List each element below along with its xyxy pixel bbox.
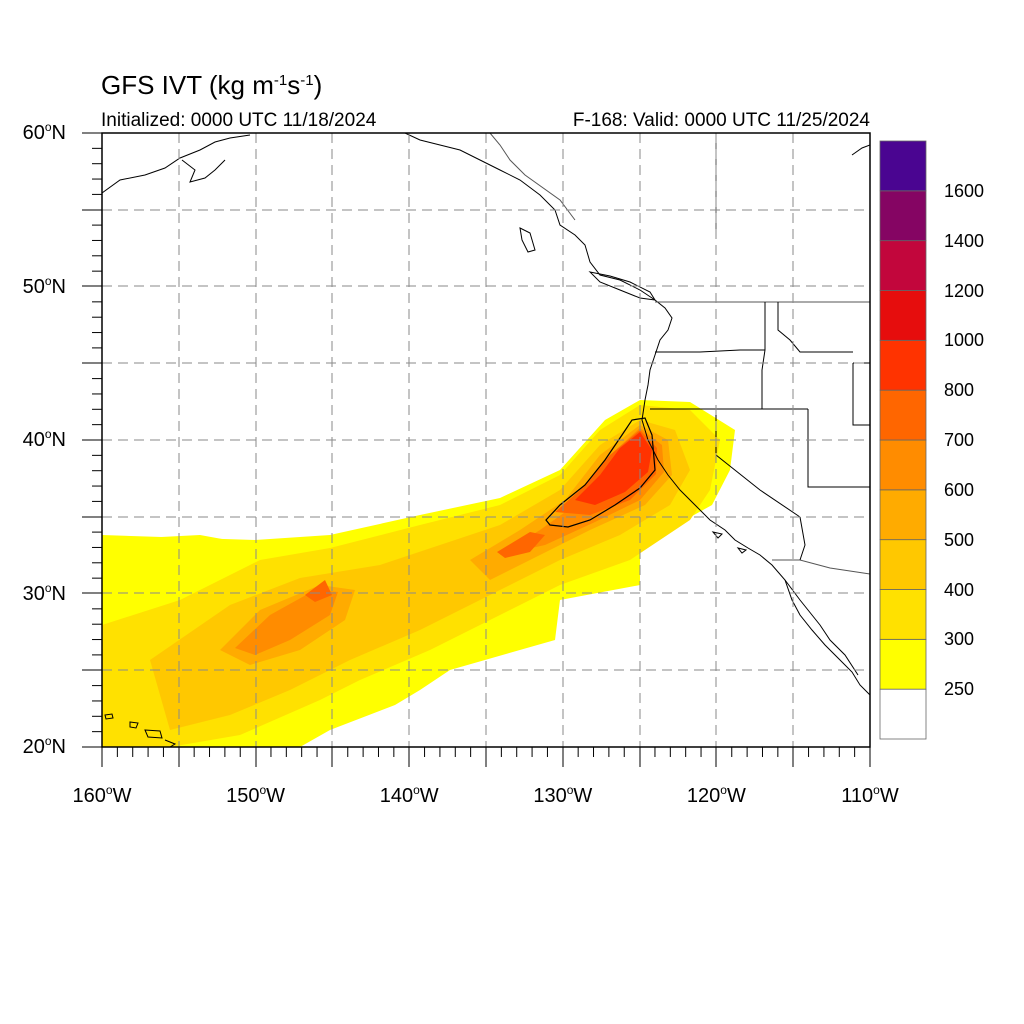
- lat-label: 20oN: [22, 734, 66, 758]
- ivt-band-600: [235, 590, 338, 655]
- island-hawaii-4: [164, 739, 177, 747]
- colorbar-swatch: [879, 190, 927, 242]
- colorbar-label: 400: [944, 579, 975, 600]
- colorbar-swatch: [879, 539, 927, 590]
- border-mt: [777, 302, 853, 353]
- lon-label: 160oW: [72, 783, 132, 807]
- island-hawaii-1: [104, 713, 114, 720]
- colorbar-swatch: [879, 389, 927, 441]
- canada-us-border-alaska: [489, 133, 576, 221]
- colorbar-label: 500: [944, 529, 975, 550]
- alaska-peninsula: [181, 159, 226, 183]
- border-wy: [852, 362, 870, 426]
- island-hawaii-2: [129, 721, 139, 729]
- colorbar-swatch: [879, 240, 927, 291]
- colorbar-swatch: [879, 140, 927, 192]
- colorbar-label: 1600: [944, 180, 985, 201]
- hudson-coast: [851, 144, 870, 156]
- vancouver-island: [588, 271, 656, 301]
- colorbar-label: 300: [944, 629, 975, 650]
- colorbar-swatch: [879, 688, 927, 740]
- colorbar-swatch: [879, 589, 927, 640]
- queen-charlotte: [519, 227, 536, 253]
- colorbar-swatch: [879, 290, 927, 341]
- colorbar-label: 800: [944, 380, 975, 401]
- border-id: [761, 302, 766, 409]
- ivt-contour-1000: [545, 417, 656, 528]
- lat-label: 40oN: [22, 427, 66, 451]
- gridlines: [102, 133, 870, 747]
- lon-label: 120oW: [686, 783, 746, 807]
- ivt-band-800: [575, 432, 652, 505]
- axis-ticks: [82, 132, 871, 767]
- coastlines: [102, 133, 870, 747]
- ivt-band-700c: [305, 580, 332, 602]
- ivt-band-700: [497, 532, 545, 558]
- colorbar-label: 250: [944, 679, 975, 700]
- lat-label: 60oN: [22, 120, 66, 144]
- colorbar: [879, 140, 927, 740]
- state-borders: [650, 302, 870, 561]
- map-title: GFS IVT (kg m-1s-1): [101, 70, 323, 100]
- minor-ticks: [92, 147, 856, 757]
- colorbar-label: 700: [944, 430, 975, 450]
- colorbar-swatch: [879, 339, 927, 391]
- lon-label: 130oW: [533, 783, 593, 807]
- colorbar-swatch: [879, 489, 927, 541]
- border-az: [799, 516, 806, 561]
- initialized-time: Initialized: 0000 UTC 11/18/2024: [101, 110, 377, 131]
- colorbar-label: 1200: [944, 280, 985, 301]
- valid-time: F-168: Valid: 0000 UTC 11/25/2024: [572, 110, 870, 131]
- lat-label: 30oN: [22, 580, 66, 605]
- baja-coast: [784, 579, 859, 676]
- colorbar-label: 1000: [944, 330, 985, 351]
- colorbar-swatch: [879, 638, 927, 690]
- lat-label: 50oN: [22, 273, 66, 298]
- border-ca-nv: [715, 409, 801, 518]
- alaska-coast: [102, 134, 251, 194]
- colorbar-swatch: [879, 439, 927, 491]
- colorbar-label: 600: [944, 479, 975, 500]
- lon-label: 140oW: [379, 783, 439, 807]
- gulf-alaska-coast: [404, 133, 870, 696]
- colorbar-label: 1400: [944, 230, 985, 251]
- border-nv-ut: [807, 409, 870, 488]
- lon-label: 150oW: [226, 783, 286, 807]
- us-mexico-border: [772, 559, 870, 575]
- island-hawaii-3: [144, 729, 163, 739]
- border-wa-or: [655, 349, 765, 353]
- lon-label: 110oW: [841, 783, 899, 807]
